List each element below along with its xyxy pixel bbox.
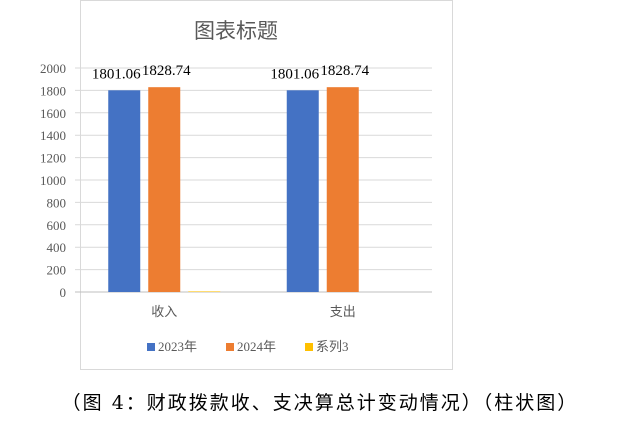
- data-label: 1828.74: [320, 63, 369, 79]
- legend-label: 系列3: [316, 339, 349, 354]
- y-tick-label: 800: [47, 195, 67, 210]
- y-tick-label: 200: [47, 263, 67, 278]
- bar-1: [148, 87, 181, 292]
- bar-1: [326, 87, 359, 292]
- y-tick-label: 1200: [40, 151, 66, 166]
- legend-swatch: [226, 343, 234, 351]
- y-tick-label: 1400: [40, 128, 66, 143]
- data-label: 1828.74: [142, 63, 191, 79]
- bar-0: [286, 90, 319, 292]
- bar-2: [188, 291, 221, 292]
- y-tick-label: 600: [47, 218, 67, 233]
- y-tick-label: 1600: [40, 106, 66, 121]
- x-tick-label: 支出: [330, 305, 356, 320]
- data-label: 1801.06: [92, 66, 141, 82]
- y-tick-label: 400: [47, 240, 67, 255]
- bar-0: [108, 90, 141, 292]
- y-tick-label: 1800: [40, 83, 66, 98]
- legend-swatch: [305, 343, 313, 351]
- x-tick-label: 收入: [151, 305, 177, 320]
- legend-label: 2023年: [158, 339, 197, 354]
- bar-chart: 图表标题 0 200 400 600 800 1000 1200 1400 1600 1800 200…: [40, 19, 432, 354]
- y-tick-label: 1000: [40, 173, 66, 188]
- chart-frame: [80, 0, 453, 370]
- chart-title: 图表标题: [194, 19, 278, 43]
- y-tick-label: 2000: [40, 61, 66, 76]
- figure-caption: （图 4：财政拨款收、支决算总计变动情况）（柱状图）: [61, 392, 579, 414]
- y-tick-label: 0: [60, 285, 67, 300]
- data-label: 1801.06: [270, 66, 319, 82]
- legend-label: 2024年: [237, 339, 276, 354]
- legend-swatch: [147, 343, 155, 351]
